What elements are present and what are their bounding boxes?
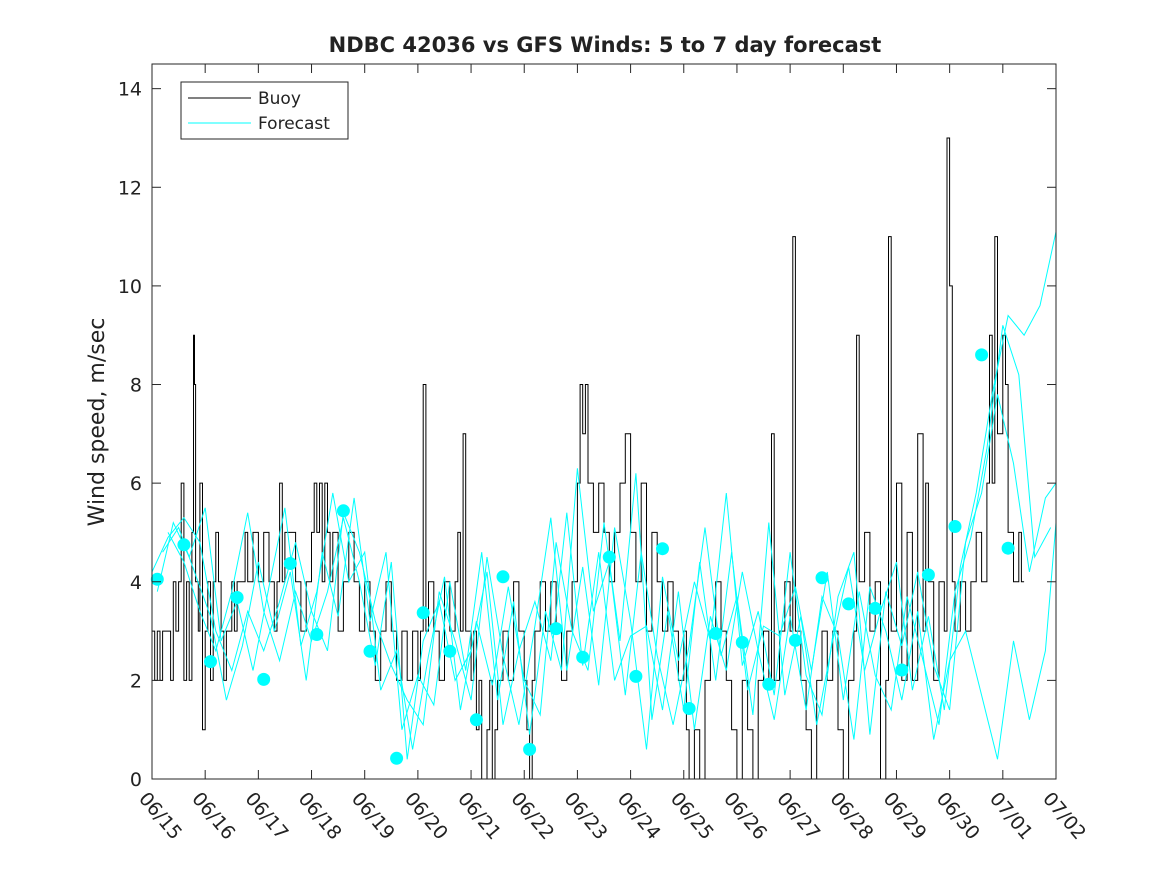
forecast-series-line-4 bbox=[167, 512, 1057, 760]
legend: Buoy Forecast bbox=[180, 81, 349, 140]
forecast-marker bbox=[549, 622, 563, 636]
forecast-marker bbox=[921, 568, 935, 582]
y-tick-label: 2 bbox=[130, 670, 142, 692]
forecast-marker bbox=[363, 644, 377, 658]
forecast-marker bbox=[762, 677, 776, 691]
y-tick-label: 8 bbox=[130, 375, 142, 397]
forecast-marker bbox=[868, 601, 882, 615]
y-tick-label: 4 bbox=[130, 572, 142, 594]
forecast-marker bbox=[283, 557, 297, 570]
forecast-marker bbox=[177, 538, 191, 552]
forecast-marker bbox=[523, 742, 537, 756]
plot-area bbox=[150, 137, 1057, 780]
forecast-series-line-2 bbox=[156, 325, 1052, 750]
forecast-marker bbox=[150, 572, 164, 586]
forecast-marker bbox=[496, 570, 510, 584]
forecast-marker bbox=[204, 655, 217, 669]
buoy-series-line bbox=[152, 137, 1025, 780]
forecast-marker bbox=[842, 597, 856, 611]
y-tick-label: 6 bbox=[130, 473, 142, 495]
legend-buoy-label: Buoy bbox=[258, 89, 301, 109]
forecast-marker bbox=[682, 702, 696, 715]
forecast-marker bbox=[1001, 541, 1015, 555]
forecast-marker bbox=[602, 550, 616, 564]
forecast-marker bbox=[948, 520, 962, 533]
forecast-marker bbox=[629, 669, 643, 683]
forecast-marker bbox=[416, 606, 430, 620]
forecast-marker bbox=[310, 628, 324, 641]
forecast-marker bbox=[390, 751, 404, 765]
forecast-marker bbox=[815, 571, 829, 585]
forecast-marker bbox=[788, 633, 802, 647]
y-axis-label: Wind speed, m/sec bbox=[85, 318, 110, 527]
forecast-marker bbox=[656, 542, 669, 556]
y-tick-label: 0 bbox=[130, 769, 142, 791]
chart-title: NDBC 42036 vs GFS Winds: 5 to 7 day fore… bbox=[329, 33, 882, 57]
forecast-marker bbox=[443, 644, 457, 658]
forecast-marker bbox=[975, 348, 989, 362]
forecast-marker bbox=[576, 650, 590, 664]
forecast-marker bbox=[895, 663, 909, 677]
forecast-marker bbox=[709, 627, 723, 640]
y-tick-label: 12 bbox=[118, 177, 142, 199]
axes-box bbox=[151, 63, 1057, 780]
forecast-marker bbox=[336, 504, 350, 518]
y-tick-label: 14 bbox=[118, 79, 142, 101]
forecast-marker bbox=[469, 713, 483, 727]
legend-box bbox=[180, 81, 349, 140]
y-tick-label: 10 bbox=[118, 276, 142, 298]
legend-forecast-label: Forecast bbox=[258, 114, 330, 134]
forecast-marker bbox=[735, 635, 749, 649]
forecast-marker bbox=[230, 591, 244, 604]
forecast-marker bbox=[257, 672, 271, 686]
